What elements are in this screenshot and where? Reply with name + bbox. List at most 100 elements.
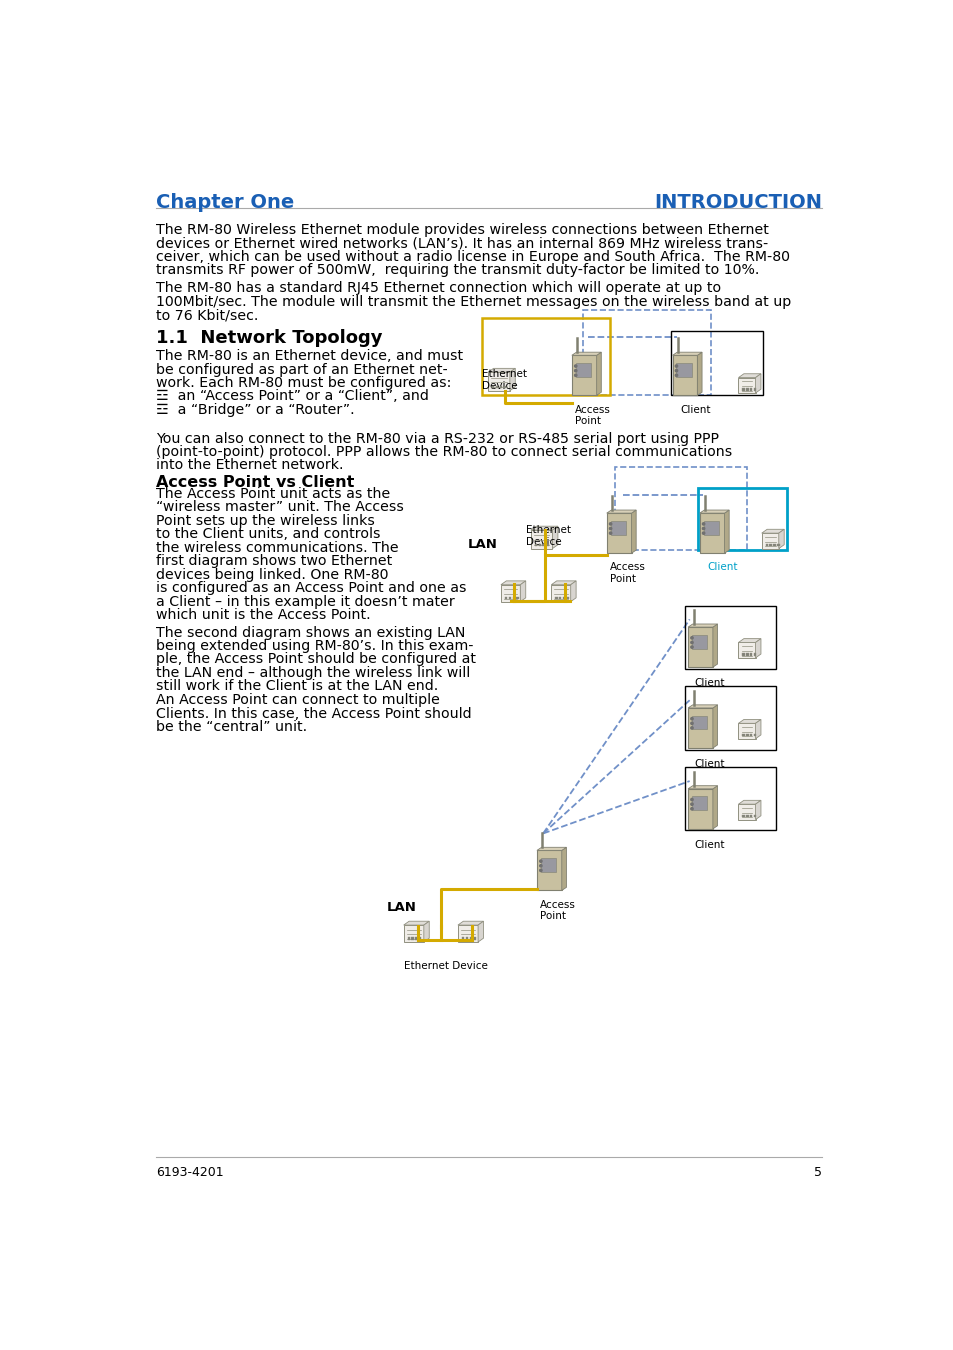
Text: 5: 5 — [813, 1166, 821, 1179]
Text: to 76 Kbit/sec.: to 76 Kbit/sec. — [155, 308, 257, 323]
Bar — [687, 707, 712, 748]
Bar — [749, 815, 752, 817]
Circle shape — [690, 645, 693, 648]
Bar — [684, 767, 776, 830]
Text: be the “central” unit.: be the “central” unit. — [155, 721, 307, 734]
Bar — [407, 937, 410, 940]
Text: Access
Point: Access Point — [609, 563, 645, 585]
Bar — [606, 513, 631, 554]
Text: Client: Client — [694, 840, 724, 849]
Text: 1.1  Network Topology: 1.1 Network Topology — [155, 329, 382, 347]
Bar — [753, 389, 756, 390]
Text: be configured as part of an Ethernet net-: be configured as part of an Ethernet net… — [155, 363, 447, 377]
Text: is configured as an Access Point and one as: is configured as an Access Point and one… — [155, 582, 466, 595]
Bar — [670, 331, 761, 394]
Bar — [582, 310, 710, 394]
Polygon shape — [755, 639, 760, 657]
Circle shape — [690, 637, 693, 639]
Bar — [492, 386, 494, 389]
Text: LAN: LAN — [468, 537, 497, 551]
Bar — [749, 389, 752, 390]
Text: The RM-80 has a standard RJ45 Ethernet connection which will operate at up to: The RM-80 has a standard RJ45 Ethernet c… — [155, 281, 720, 296]
Polygon shape — [723, 510, 728, 554]
Text: Ethernet
Device: Ethernet Device — [525, 525, 571, 547]
Circle shape — [609, 522, 611, 525]
Polygon shape — [712, 624, 717, 667]
Bar — [745, 815, 748, 817]
Bar — [691, 634, 707, 648]
Bar — [403, 925, 423, 942]
Polygon shape — [500, 580, 525, 585]
Text: INTRODUCTION: INTRODUCTION — [654, 193, 821, 212]
Text: The RM-80 is an Ethernet device, and must: The RM-80 is an Ethernet device, and mus… — [155, 350, 462, 363]
Bar — [753, 734, 756, 736]
Text: Client: Client — [694, 678, 724, 688]
Bar — [566, 597, 569, 599]
Polygon shape — [738, 720, 760, 724]
Bar — [473, 937, 476, 940]
Circle shape — [701, 532, 704, 535]
Text: An Access Point can connect to multiple: An Access Point can connect to multiple — [155, 694, 439, 707]
Bar — [418, 937, 421, 940]
Text: 6193-4201: 6193-4201 — [155, 1166, 223, 1179]
Circle shape — [574, 374, 577, 377]
Bar — [741, 389, 744, 390]
Polygon shape — [712, 705, 717, 748]
Bar — [537, 850, 561, 891]
Text: being extended using RM-80’s. In this exam-: being extended using RM-80’s. In this ex… — [155, 639, 473, 653]
Bar — [508, 597, 511, 599]
Circle shape — [701, 528, 704, 529]
Text: a Client – in this example it doesn’t mater: a Client – in this example it doesn’t ma… — [155, 595, 454, 609]
Bar — [741, 734, 744, 736]
Polygon shape — [477, 921, 483, 942]
Text: to the Client units, and controls: to the Client units, and controls — [155, 528, 380, 541]
Bar — [542, 544, 544, 547]
Bar — [769, 544, 771, 547]
Bar — [773, 544, 775, 547]
Bar — [496, 386, 497, 389]
Bar — [684, 606, 776, 668]
Text: Client: Client — [694, 759, 724, 768]
Circle shape — [690, 803, 693, 806]
Text: into the Ethernet network.: into the Ethernet network. — [155, 459, 343, 472]
Polygon shape — [755, 720, 760, 738]
Text: devices or Ethernet wired networks (LAN’s). It has an internal 869 MHz wireless : devices or Ethernet wired networks (LAN’… — [155, 236, 767, 250]
Text: Access Point vs Client: Access Point vs Client — [155, 475, 354, 490]
Text: ple, the Access Point should be configured at: ple, the Access Point should be configur… — [155, 652, 476, 667]
Polygon shape — [738, 639, 760, 643]
Bar — [760, 533, 778, 548]
Polygon shape — [760, 529, 783, 533]
Text: the LAN end – although the wireless link will: the LAN end – although the wireless link… — [155, 666, 470, 680]
Text: ☲  a “Bridge” or a “Router”.: ☲ a “Bridge” or a “Router”. — [155, 404, 354, 417]
Text: Access
Point: Access Point — [539, 899, 576, 921]
Bar — [610, 521, 625, 535]
Text: LAN: LAN — [386, 902, 416, 914]
Bar — [749, 653, 752, 656]
Text: (point-to-point) protocol. PPP allows the RM-80 to connect serial communications: (point-to-point) protocol. PPP allows th… — [155, 446, 731, 459]
Text: “wireless master” unit. The Access: “wireless master” unit. The Access — [155, 501, 403, 514]
Polygon shape — [755, 801, 760, 819]
Bar — [512, 597, 515, 599]
Bar — [415, 937, 417, 940]
Text: work. Each RM-80 must be configured as:: work. Each RM-80 must be configured as: — [155, 377, 451, 390]
Bar — [457, 925, 477, 942]
Bar — [672, 355, 697, 396]
Circle shape — [539, 860, 541, 863]
Bar — [546, 544, 548, 547]
Text: Ethernet
Device: Ethernet Device — [481, 369, 526, 390]
Bar — [558, 597, 560, 599]
Bar — [703, 521, 719, 535]
Bar — [699, 513, 723, 554]
Polygon shape — [738, 801, 760, 805]
Polygon shape — [509, 369, 515, 390]
Polygon shape — [596, 352, 600, 396]
Bar — [503, 386, 505, 389]
Bar — [691, 716, 707, 729]
Text: first diagram shows two Ethernet: first diagram shows two Ethernet — [155, 555, 392, 568]
Circle shape — [539, 869, 541, 872]
Circle shape — [675, 364, 677, 367]
Text: which unit is the Access Point.: which unit is the Access Point. — [155, 609, 370, 622]
Polygon shape — [537, 848, 566, 850]
Bar — [411, 937, 414, 940]
Text: Client: Client — [679, 405, 710, 414]
